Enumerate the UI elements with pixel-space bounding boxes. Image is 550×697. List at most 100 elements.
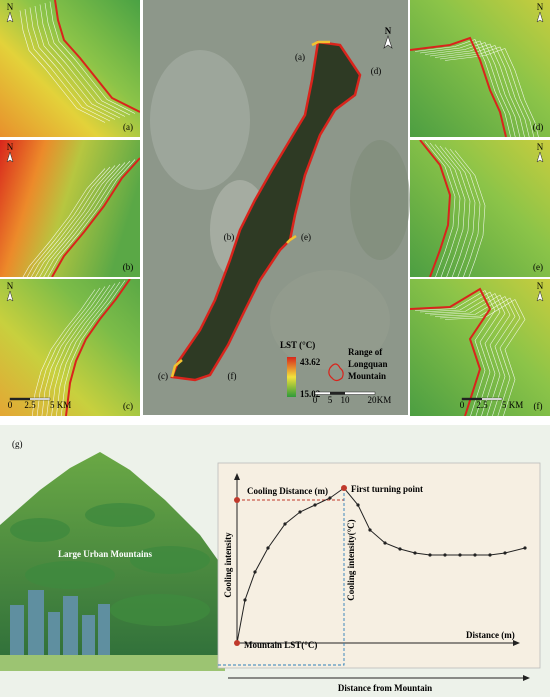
origin-label: Mountain LST(°C): [244, 640, 317, 650]
buffer-ring: [22, 168, 106, 277]
buffer-ring: [24, 8, 111, 122]
buffer-ring: [43, 160, 131, 277]
map-panel: N (e): [410, 140, 550, 277]
heat-map: [0, 279, 140, 416]
buffer-ring: [19, 10, 106, 123]
buffer-ring: [439, 46, 535, 137]
curve-dot: [473, 553, 477, 557]
scale-label: 20: [368, 395, 378, 405]
map-content: [0, 140, 140, 277]
buffer-ring: [41, 286, 106, 416]
heat-map: [410, 0, 550, 137]
heat-map: [410, 279, 550, 416]
north-label: N: [385, 26, 392, 36]
buffer-ring: [429, 294, 511, 416]
panel-label: (g): [12, 439, 23, 449]
buffer-ring: [429, 142, 461, 277]
buffer-ring: [30, 165, 116, 277]
north-label: N: [537, 281, 544, 291]
buffer-ring: [36, 287, 101, 416]
buffer-ring: [39, 162, 126, 277]
north-arrow: [6, 11, 14, 23]
curve-dot: [428, 553, 432, 557]
buffer-ring: [414, 290, 496, 416]
buffer-ring: [444, 147, 476, 277]
legend-max: 43.62: [300, 357, 321, 367]
curve-dot: [298, 510, 302, 514]
scale-label: 5: [328, 395, 333, 405]
scale-bar: [462, 398, 482, 400]
curve-dot: [283, 522, 287, 526]
north-label: N: [537, 142, 544, 152]
bottom-axis-label: Distance from Mountain: [338, 683, 432, 693]
panel-label: (a): [123, 122, 133, 132]
site-label: (a): [295, 52, 305, 62]
site-label: (c): [158, 371, 168, 381]
map-content: [0, 0, 140, 137]
buffer-ring: [434, 144, 466, 277]
legend-min: 15.02: [300, 389, 321, 399]
buffer-ring: [424, 293, 506, 416]
turning-point-label: First turning point: [351, 484, 423, 494]
map-panel: N (a): [0, 0, 140, 137]
scale-bar: [10, 398, 30, 400]
map-content: [410, 279, 550, 416]
buffer-ring: [44, 2, 131, 116]
buffer-ring: [414, 39, 511, 137]
scale-label: 2.5: [24, 400, 36, 410]
buffer-ring: [419, 40, 516, 137]
buffer-ring: [424, 141, 456, 277]
panel-label: (e): [533, 262, 543, 272]
scale-label: 0: [313, 395, 318, 405]
north-arrow: [6, 290, 14, 302]
panel-label: (d): [533, 122, 544, 132]
mountain-boundary: [419, 140, 452, 277]
curve-dot: [488, 553, 492, 557]
curve-dot: [523, 546, 527, 550]
map-panel: N (c) 0 2.5 5 KM: [0, 279, 140, 416]
mountain-boundary: [410, 287, 492, 416]
buffer-ring: [449, 148, 481, 277]
scale-label: KM: [377, 395, 392, 405]
curve-dot: [313, 503, 317, 507]
cooling-distance-label: Cooling Distance (m): [247, 486, 328, 496]
panel-label: (c): [123, 401, 133, 411]
north-label: N: [537, 2, 544, 12]
mountain-boundary: [51, 157, 140, 277]
buffer-ring: [34, 5, 121, 119]
buffer-ring: [424, 42, 521, 137]
legend-range: Longquan: [348, 359, 388, 369]
panel-label: (b): [123, 262, 134, 272]
buffer-ring: [31, 289, 96, 416]
heat-map: [0, 140, 140, 277]
map-content: [410, 140, 550, 277]
map-panel: N (f) 0 2.5 5 KM: [410, 279, 550, 416]
legend-colorbar: [287, 357, 296, 397]
map-content: [410, 0, 550, 137]
site-label: (f): [228, 371, 237, 381]
curve-dot: [458, 553, 462, 557]
north-label: N: [7, 142, 14, 152]
buffer-ring: [47, 159, 136, 277]
site-label: (d): [371, 66, 382, 76]
north-arrow: [536, 290, 544, 302]
curve-dot: [398, 547, 402, 551]
buffer-ring: [419, 291, 501, 416]
buffer-ring: [444, 48, 539, 137]
north-arrow: [536, 151, 544, 163]
curve-dot: [243, 598, 247, 602]
scale-label: 5 KM: [502, 400, 523, 410]
curve-dot: [356, 503, 360, 507]
buffer-ring: [26, 166, 111, 277]
scale-label: 0: [460, 400, 465, 410]
curve-dot: [383, 541, 387, 545]
map-panel: N (d): [410, 0, 550, 137]
scale-label: 2.5: [476, 400, 488, 410]
buffer-ring: [429, 43, 525, 137]
north-arrow: [536, 11, 544, 23]
curve-dot: [253, 570, 257, 574]
legend-range: Range of: [348, 347, 383, 357]
mountain-boundary: [410, 36, 507, 137]
